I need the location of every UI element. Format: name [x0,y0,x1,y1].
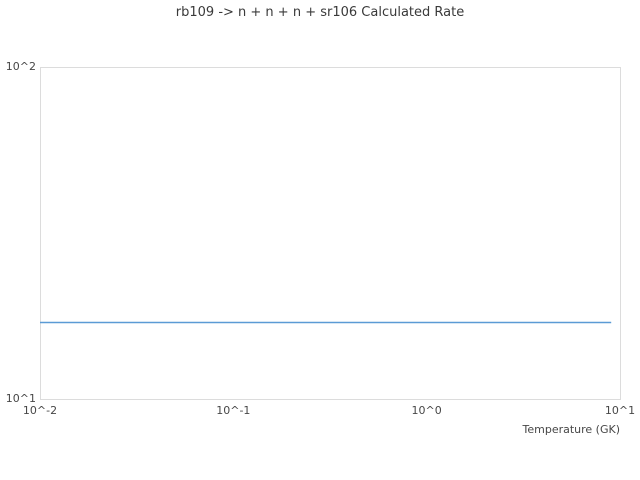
x-tick-label-10-neg1: 10^-1 [216,404,251,417]
x-tick-label-10-neg2: 10^-2 [22,404,58,417]
x-tick-label-10-0: 10^0 [411,404,442,417]
x-axis-title: Temperature (GK) [522,423,621,436]
series-layer [40,321,612,324]
chart-title: rb109 -> n + n + n + sr106 Calculated Ra… [175,5,465,20]
x-tick-label-10-1: 10^1 [604,404,636,417]
plot-area [40,67,621,400]
y-tick-label-10-1: 10^1 [5,392,36,405]
y-tick-label-10-2: 10^2 [5,60,36,73]
